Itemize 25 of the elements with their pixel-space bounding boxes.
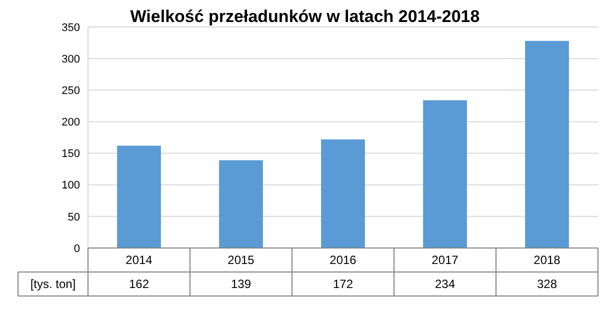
y-tick-label: 250 — [62, 84, 80, 97]
bar — [117, 146, 161, 248]
data-label: 234 — [434, 277, 456, 292]
x-tick-label: 2018 — [534, 253, 561, 268]
data-label: 172 — [332, 277, 354, 292]
y-tick-label: 200 — [62, 116, 80, 129]
chart-title: Wielkość przeładunków w latach 2014-2018 — [130, 7, 480, 26]
x-tick-label: 2016 — [330, 253, 357, 268]
y-tick-label: 150 — [62, 148, 80, 160]
y-tick-label: 350 — [62, 22, 80, 34]
x-tick-label: 2014 — [126, 253, 153, 268]
bar — [219, 160, 263, 248]
y-tick-label: 100 — [62, 180, 80, 192]
x-tick-label: 2017 — [432, 253, 459, 268]
x-tick-label: 2015 — [228, 253, 255, 268]
data-label: 139 — [230, 277, 252, 292]
bar — [321, 139, 365, 248]
y-tick-label: 300 — [62, 53, 80, 66]
y-tick-label: 0 — [74, 242, 80, 255]
y-tick-label: 50 — [68, 211, 80, 224]
bar — [423, 100, 467, 248]
bar — [525, 40, 569, 248]
data-label: 162 — [128, 277, 150, 292]
data-label: 328 — [536, 277, 558, 292]
y-axis-title: [tys. ton] — [30, 277, 76, 292]
